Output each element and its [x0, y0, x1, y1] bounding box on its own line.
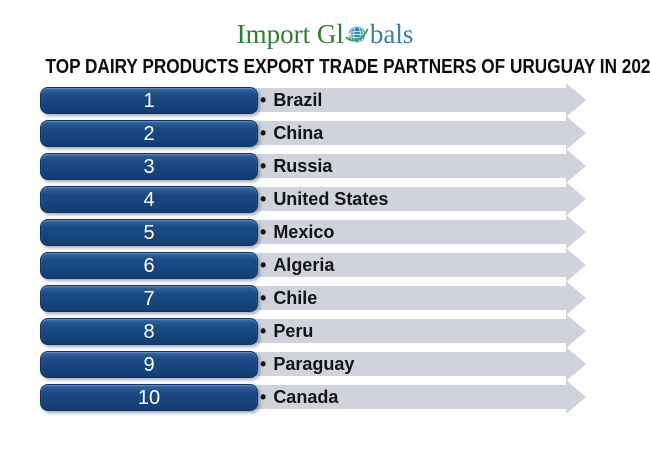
arrow-head-icon [566, 281, 586, 315]
rank-number: 7 [143, 287, 155, 310]
bullet-marker: • [260, 222, 267, 242]
bullet-marker: • [260, 288, 267, 308]
bullet-marker: • [260, 321, 267, 341]
brand-name-left: Import Gl [236, 18, 344, 49]
globe-icon [345, 22, 369, 46]
bullet-marker: • [260, 387, 267, 407]
page-title: TOP DAIRY PRODUCTS EXPORT TRADE PARTNERS… [45, 56, 650, 78]
bullet-marker: • [260, 255, 267, 275]
arrow-band: • Russia [253, 149, 586, 183]
arrow-head-icon [566, 116, 586, 150]
arrow-head-icon [566, 248, 586, 282]
bullet-marker: • [260, 189, 267, 209]
rank-number: 10 [137, 386, 161, 409]
arrow-band: • United States [253, 182, 586, 216]
bullet-marker: • [260, 123, 267, 143]
rank-row: • Chile 7 [0, 281, 650, 315]
rank-row: • Brazil 1 [0, 83, 650, 117]
rank-badge: 4 [40, 186, 258, 213]
country-label: Russia [273, 156, 333, 176]
arrow-band: • China [253, 116, 586, 150]
arrow-band: • Algeria [253, 248, 586, 282]
ranking-list: • Brazil 1 • China 2 • Russia [0, 83, 650, 417]
country-label: Brazil [273, 90, 323, 110]
rank-badge: 9 [40, 351, 258, 378]
arrow-head-icon [566, 149, 586, 183]
arrow-head-icon [566, 380, 586, 414]
country-label: Canada [273, 387, 339, 407]
rank-number: 1 [143, 89, 155, 112]
rank-number: 2 [143, 122, 155, 145]
rank-badge: 2 [40, 120, 258, 147]
rank-row: • Russia 3 [0, 149, 650, 183]
rank-row: • Paraguay 9 [0, 347, 650, 381]
rank-number: 3 [143, 155, 155, 178]
rank-number: 6 [143, 254, 155, 277]
rank-number: 4 [143, 188, 155, 211]
brand-logo: Import Gl bals [0, 19, 650, 49]
arrow-head-icon [566, 215, 586, 249]
country-label: Chile [273, 288, 318, 308]
rank-number: 9 [143, 353, 155, 376]
rank-row: • Algeria 6 [0, 248, 650, 282]
rank-badge: 3 [40, 153, 258, 180]
rank-number: 8 [143, 320, 155, 343]
country-label: Mexico [273, 222, 335, 242]
arrow-band: • Brazil [253, 83, 586, 117]
arrow-head-icon [566, 182, 586, 216]
country-label: Paraguay [273, 354, 355, 374]
arrow-head-icon [566, 83, 586, 117]
rank-badge: 1 [40, 87, 258, 114]
rank-row: • Canada 10 [0, 380, 650, 414]
arrow-band: • Canada [253, 380, 586, 414]
arrow-band: • Mexico [253, 215, 586, 249]
rank-row: • Peru 8 [0, 314, 650, 348]
rank-badge: 5 [40, 219, 258, 246]
arrow-band: • Chile [253, 281, 586, 315]
rank-number: 5 [143, 221, 155, 244]
brand-name-right: bals [369, 18, 414, 49]
rank-row: • United States 4 [0, 182, 650, 216]
arrow-head-icon [566, 314, 586, 348]
rank-row: • China 2 [0, 116, 650, 150]
bullet-marker: • [260, 156, 267, 176]
bullet-marker: • [260, 90, 267, 110]
rank-badge: 7 [40, 285, 258, 312]
country-label: China [273, 123, 324, 143]
rank-badge: 6 [40, 252, 258, 279]
bullet-marker: • [260, 354, 267, 374]
rank-badge: 10 [40, 384, 258, 411]
rank-row: • Mexico 5 [0, 215, 650, 249]
country-label: Peru [273, 321, 314, 341]
rank-badge: 8 [40, 318, 258, 345]
country-label: Algeria [273, 255, 335, 275]
arrow-head-icon [566, 347, 586, 381]
arrow-band: • Peru [253, 314, 586, 348]
arrow-band: • Paraguay [253, 347, 586, 381]
country-label: United States [273, 189, 389, 209]
